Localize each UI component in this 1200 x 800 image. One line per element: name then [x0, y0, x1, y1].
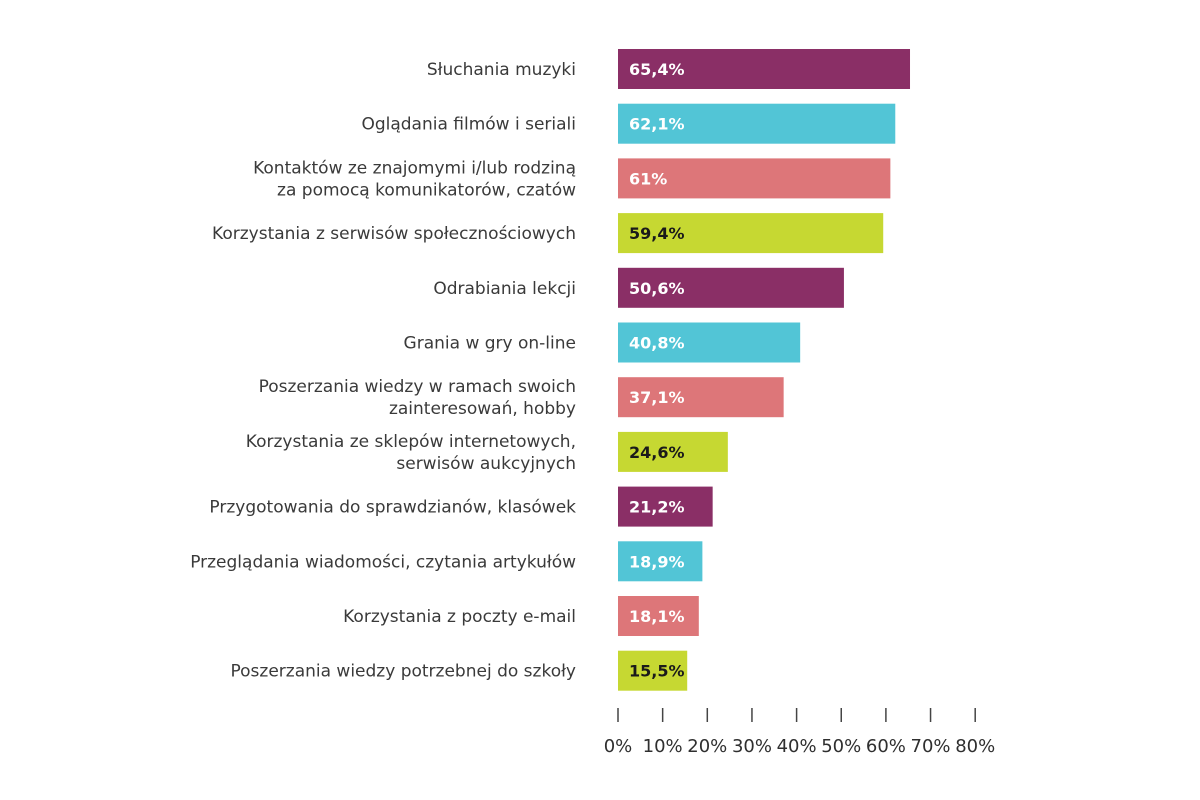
category-labels-group: Słuchania muzyki Oglądania filmów i seria…	[190, 60, 576, 682]
category-label: Słuchania muzyki	[427, 60, 576, 80]
category-label: Grania w gry on-line	[404, 334, 576, 354]
value-label: 61%	[629, 169, 667, 188]
category-label: Kontaktów ze znajomymi i/lub rodziną za p…	[253, 158, 576, 200]
category-label: Korzystania z poczty e-mail	[343, 607, 576, 627]
category-label: Przygotowania do sprawdzianów, klasówek	[209, 498, 576, 518]
category-label: Korzystania z serwisów społecznościowych	[212, 224, 576, 244]
value-label: 59,4%	[629, 224, 685, 243]
bar	[618, 431, 728, 472]
x-tick-label: 60%	[866, 736, 906, 757]
value-label: 18,9%	[629, 552, 685, 571]
x-tick-label: 30%	[732, 736, 772, 757]
value-label: 18,1%	[629, 607, 685, 626]
value-labels-group: 65,4% 62,1% 61% 59,4% 50,6% 40,8% 37,1% 24,6% 21…	[629, 60, 685, 681]
value-label: 50,6%	[629, 279, 685, 298]
bar	[618, 377, 784, 418]
bars-group	[618, 49, 911, 691]
value-label: 15,5%	[629, 662, 685, 681]
x-axis: 0% 10% 20% 30% 40% 50% 60% 70% 80%	[604, 708, 995, 757]
value-label: 24,6%	[629, 443, 685, 462]
value-label: 62,1%	[629, 115, 685, 134]
value-label: 65,4%	[629, 60, 685, 79]
value-label: 40,8%	[629, 334, 685, 353]
category-label: Przeglądania wiadomości, czytania artyku…	[190, 552, 576, 572]
value-label: 21,2%	[629, 498, 685, 517]
x-tick-label: 20%	[687, 736, 727, 757]
x-tick-label: 0%	[604, 736, 633, 757]
x-tick-label: 80%	[955, 736, 995, 757]
bar	[618, 486, 713, 527]
x-tick-label: 50%	[821, 736, 861, 757]
bar	[618, 267, 844, 308]
x-tick-label: 70%	[911, 736, 951, 757]
category-label: Korzystania ze sklepów internetowych, ser…	[246, 432, 576, 474]
bar	[618, 213, 884, 254]
bar	[618, 596, 699, 636]
bar	[618, 322, 801, 363]
category-label: Odrabiania lekcji	[433, 279, 576, 299]
bar	[618, 650, 688, 691]
bar	[618, 103, 896, 144]
bar	[618, 49, 911, 89]
value-label: 37,1%	[629, 388, 685, 407]
category-label: Poszerzania wiedzy potrzebnej do szkoły	[231, 662, 577, 682]
category-label: Oglądania filmów i seriali	[361, 115, 576, 135]
category-label: Poszerzania wiedzy w ramach swoich zainte…	[259, 377, 576, 419]
x-tick-label: 40%	[777, 736, 817, 757]
bar	[618, 541, 703, 582]
bar	[618, 158, 891, 199]
x-tick-label: 10%	[643, 736, 683, 757]
